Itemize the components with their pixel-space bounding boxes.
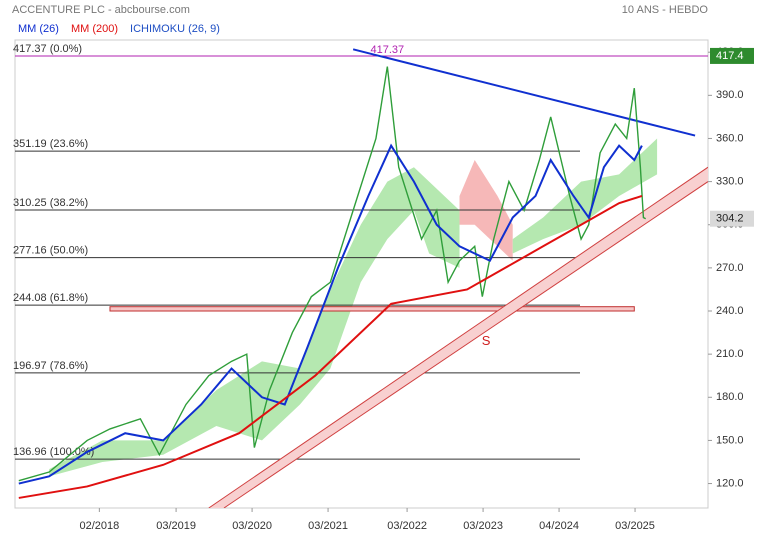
- fib-label: 196.97 (78.6%): [13, 360, 88, 372]
- legend-entry: MM (26): [18, 23, 59, 35]
- plot-frame: [14, 39, 709, 509]
- chart-title: ACCENTURE PLC - abcbourse.com: [12, 4, 190, 16]
- price-tag-label: 304.2: [716, 213, 744, 225]
- fib-label: 277.16 (50.0%): [13, 244, 88, 256]
- legend-entry: MM (200): [71, 23, 118, 35]
- x-tick-label: 03/2025: [615, 520, 655, 532]
- y-tick-label: 240.0: [716, 305, 744, 317]
- y-tick-label: 150.0: [716, 434, 744, 446]
- annotation: 417.37: [371, 44, 405, 56]
- fib-label: 244.08 (61.8%): [13, 292, 88, 304]
- x-tick-label: 03/2021: [308, 520, 348, 532]
- chart-subtitle: 10 ANS - HEBDO: [622, 4, 709, 16]
- ichimoku-cloud: [512, 138, 658, 254]
- ichimoku-cloud: [49, 167, 460, 477]
- fib-label: 136.96 (100.0%): [13, 446, 94, 458]
- x-tick-label: 03/2020: [232, 520, 272, 532]
- y-tick-label: 270.0: [716, 262, 744, 274]
- trendline: [208, 166, 708, 508]
- trendline: [352, 48, 696, 137]
- legend-entry: ICHIMOKU (26, 9): [130, 23, 220, 35]
- y-tick-label: 180.0: [716, 391, 744, 403]
- x-tick-label: 03/2022: [387, 520, 427, 532]
- x-tick-label: 02/2018: [79, 520, 119, 532]
- y-tick-label: 330.0: [716, 176, 744, 188]
- moving-average: [18, 143, 643, 485]
- y-tick-label: 120.0: [716, 477, 744, 489]
- moving-average: [18, 195, 643, 499]
- x-tick-label: 03/2023: [463, 520, 503, 532]
- y-tick-label: 360.0: [716, 132, 744, 144]
- price-tag-label: 417.4: [716, 50, 744, 62]
- x-tick-label: 03/2019: [156, 520, 196, 532]
- annotation: S: [482, 333, 491, 348]
- x-tick-label: 04/2024: [539, 520, 579, 532]
- trendline: [223, 181, 708, 508]
- fib-label: 310.25 (38.2%): [13, 197, 88, 209]
- support-zone: [109, 306, 635, 312]
- y-tick-label: 390.0: [716, 89, 744, 101]
- price-tag: [710, 210, 754, 227]
- price-tag: [710, 47, 754, 64]
- price-line: [18, 66, 647, 482]
- fib-label: 351.19 (23.6%): [13, 138, 88, 150]
- y-tick-label: 210.0: [716, 348, 744, 360]
- fib-label: 417.37 (0.0%): [13, 43, 82, 55]
